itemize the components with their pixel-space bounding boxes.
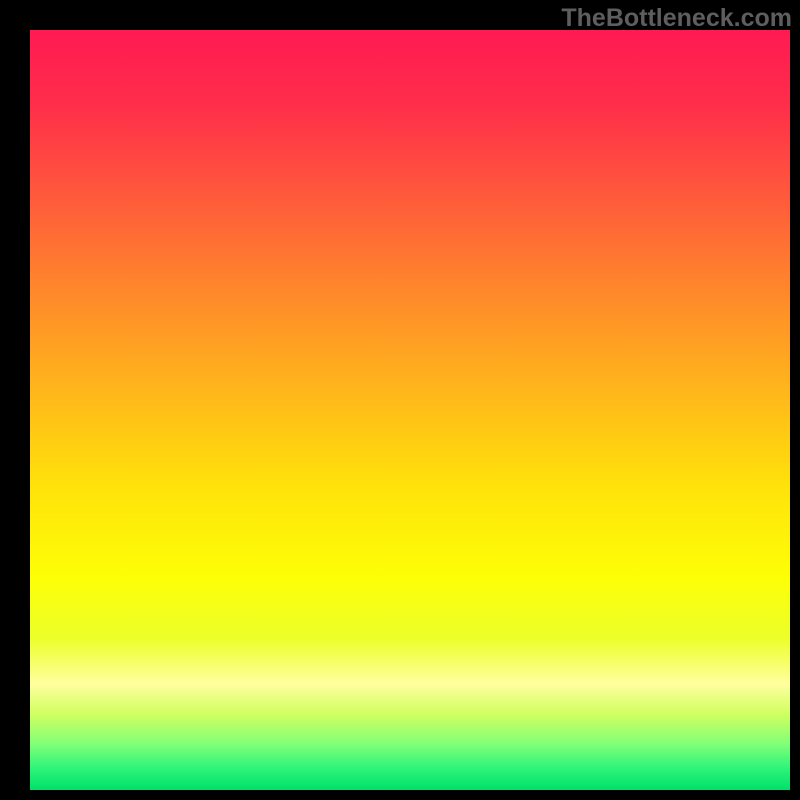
watermark-text: TheBottleneck.com <box>561 4 792 33</box>
gradient-background <box>30 30 790 790</box>
chart-root: TheBottleneck.com <box>0 0 800 800</box>
plot-area <box>30 30 790 790</box>
